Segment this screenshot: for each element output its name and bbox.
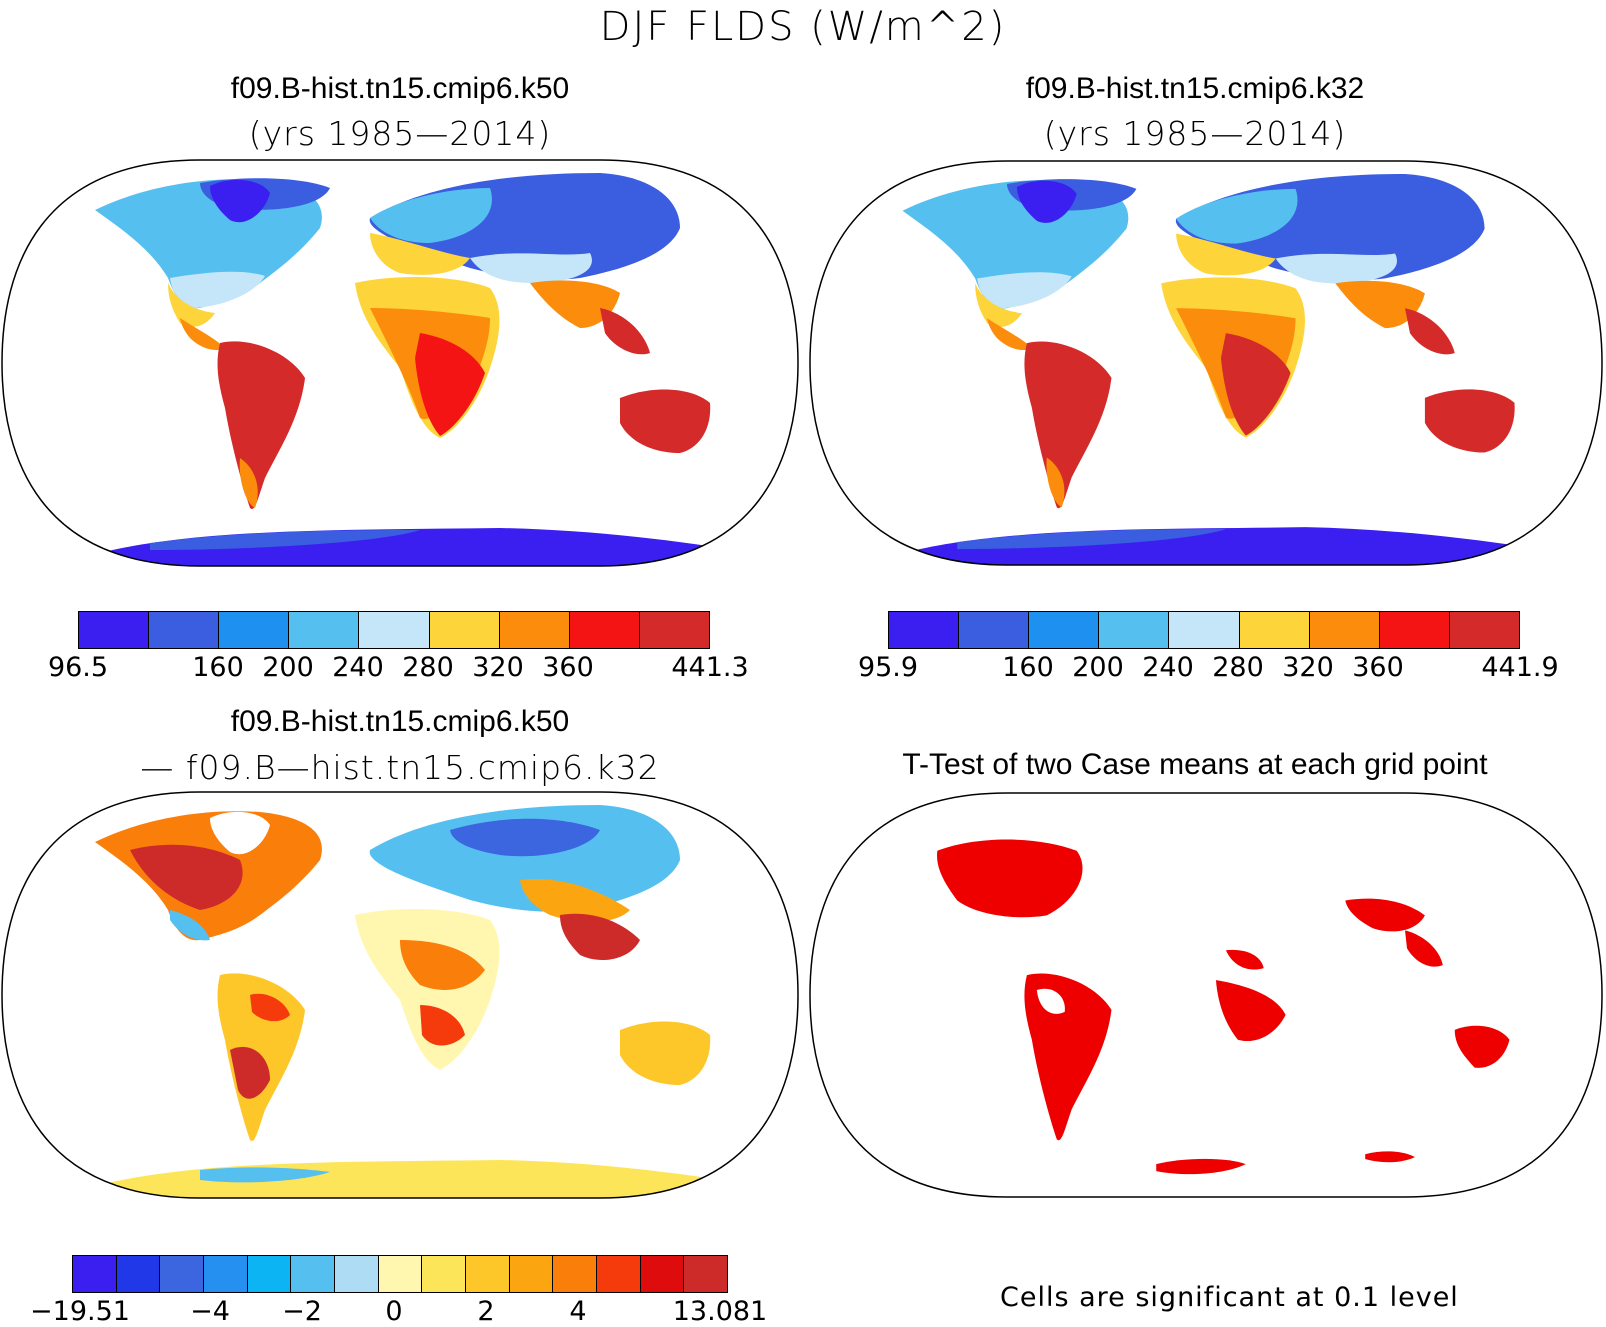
colorbar-tick-label: 280 <box>402 652 454 683</box>
figure-title: DJF FLDS (W/m^2) <box>599 4 1007 50</box>
colorbar-tick-label: 320 <box>1282 652 1334 683</box>
colorbar-swatch <box>684 1256 728 1292</box>
colorbar-tick-label: 160 <box>192 652 244 683</box>
colorbar-swatch <box>889 612 960 648</box>
panel-3-subtitle: — f09.B—hist.tn15.cmip6.k32 <box>140 748 660 787</box>
colorbar-swatch <box>291 1256 336 1292</box>
colorbar-tick-label: 0 <box>385 1296 403 1327</box>
colorbar-swatch <box>422 1256 467 1292</box>
colorbar-case1 <box>78 611 710 649</box>
colorbar-swatch <box>73 1256 117 1292</box>
colorbar-swatch <box>1309 612 1380 648</box>
colorbar-swatch <box>959 612 1030 648</box>
significant-region-antarctica <box>1156 1158 1246 1175</box>
colorbar-difference <box>72 1255 728 1293</box>
colorbar-tick-label: 95.9 <box>857 652 919 683</box>
colorbar-swatch <box>1029 612 1100 648</box>
colorbar-swatch <box>429 612 500 648</box>
colorbar-swatch <box>79 612 150 648</box>
colorbar-tick-label: 160 <box>1002 652 1054 683</box>
map-difference <box>1 791 799 1199</box>
colorbar-swatch <box>219 612 290 648</box>
colorbar-swatch <box>160 1256 205 1292</box>
colorbar-tick-label: 360 <box>1352 652 1404 683</box>
panel-4-title: T-Test of two Case means at each grid po… <box>902 748 1488 781</box>
colorbar-tick-label: 441.9 <box>1481 652 1559 683</box>
panel-1-subtitle: (yrs 1985—2014) <box>248 114 552 153</box>
significant-region-australia <box>1454 1025 1510 1068</box>
colorbar-swatch <box>1169 612 1240 648</box>
colorbar-tick-label: 360 <box>542 652 594 683</box>
panel-2-title: f09.B-hist.tn15.cmip6.k32 <box>1025 72 1365 105</box>
panel-2-subtitle: (yrs 1985—2014) <box>1043 114 1347 153</box>
colorbar-swatch <box>639 612 709 648</box>
colorbar-swatch <box>509 1256 554 1292</box>
colorbar-swatch <box>569 612 640 648</box>
colorbar-tick-label: 441.3 <box>671 652 749 683</box>
colorbar-tick-label: −4 <box>190 1296 230 1327</box>
colorbar-swatch <box>378 1256 423 1292</box>
colorbar-tick-label: 200 <box>262 652 314 683</box>
colorbar-tick-label: 200 <box>1072 652 1124 683</box>
colorbar-tick-label: 96.5 <box>47 652 109 683</box>
colorbar-swatch <box>597 1256 641 1292</box>
map-case1 <box>1 159 799 567</box>
colorbar-tick-label: 240 <box>1142 652 1194 683</box>
colorbar-tick-label: 13.081 <box>672 1296 768 1327</box>
colorbar-swatch <box>1449 612 1519 648</box>
colorbar-swatch <box>1239 612 1310 648</box>
colorbar-tick-label: −2 <box>282 1296 322 1327</box>
colorbar-tick-label: 4 <box>569 1296 587 1327</box>
colorbar-tick-label: −19.51 <box>30 1296 130 1327</box>
colorbar-case2 <box>888 611 1520 649</box>
colorbar-swatch <box>640 1256 685 1292</box>
panel-3-title: f09.B-hist.tn15.cmip6.k50 <box>230 705 570 738</box>
colorbar-swatch <box>149 612 220 648</box>
colorbar-tick-label: 2 <box>477 1296 495 1327</box>
colorbar-tick-label: 280 <box>1212 652 1264 683</box>
colorbar-tick-label: 240 <box>332 652 384 683</box>
colorbar-swatch <box>1379 612 1450 648</box>
map-case2 <box>809 160 1603 566</box>
significant-region-africa <box>1215 980 1286 1042</box>
colorbar-swatch <box>335 1256 379 1292</box>
panel-1-title: f09.B-hist.tn15.cmip6.k50 <box>230 72 570 105</box>
colorbar-swatch <box>1099 612 1170 648</box>
colorbar-swatch <box>466 1256 510 1292</box>
colorbar-swatch <box>553 1256 598 1292</box>
colorbar-tick-label: 320 <box>472 652 524 683</box>
significant-region-asia <box>1345 898 1425 932</box>
significance-note: Cells are significant at 0.1 level <box>1000 1282 1459 1313</box>
significant-region-north-america <box>937 839 1083 918</box>
colorbar-swatch <box>247 1256 292 1292</box>
colorbar-swatch <box>289 612 360 648</box>
map-ttest <box>809 792 1603 1198</box>
colorbar-swatch <box>116 1256 161 1292</box>
colorbar-swatch <box>359 612 430 648</box>
significant-region-south-america <box>1024 973 1112 1141</box>
colorbar-swatch <box>204 1256 248 1292</box>
colorbar-swatch <box>499 612 570 648</box>
